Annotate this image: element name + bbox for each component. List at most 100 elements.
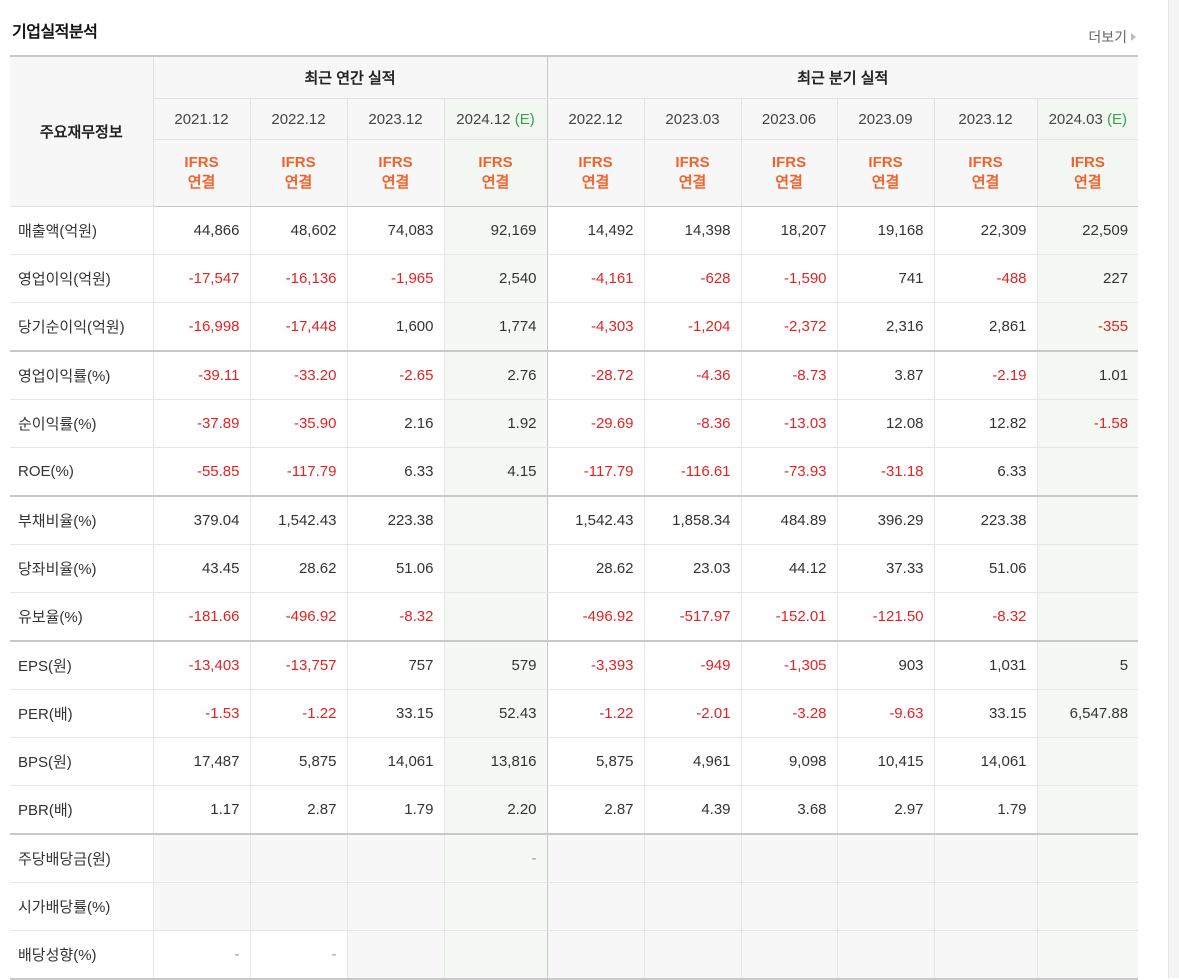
value-cell <box>1036 496 1139 545</box>
value-cell: -152.01 <box>740 592 838 642</box>
ifrs-label: IFRS <box>378 154 413 171</box>
period-label: 2023.12 <box>368 110 423 128</box>
value-cell: 4.15 <box>443 447 548 497</box>
value-cell: -17,547 <box>152 254 250 303</box>
table-row: PER(배) -1.53 -1.22 33.15 52.43 -1.22 -2.01 -3.2… <box>10 689 1139 738</box>
value-cell: 48,602 <box>249 206 347 255</box>
value-cell: 6.33 <box>933 447 1038 497</box>
table-row: 시가배당률(%) <box>10 882 1139 931</box>
value-cell: 1,542.43 <box>546 496 645 545</box>
value-cell: 223.38 <box>933 496 1038 545</box>
scrollbar-track[interactable] <box>1168 0 1179 978</box>
table-row: 당기순이익(억원) -16,998 -17,448 1,600 1,774 -4,303-… <box>10 302 1139 352</box>
value-cell: - <box>249 930 347 979</box>
value-cell: -3.28 <box>740 689 838 738</box>
value-cell: 44.12 <box>740 544 838 593</box>
ifrs-label: IFRS <box>868 154 903 171</box>
ifrs-label: IFRS <box>184 154 219 171</box>
value-cell: -37.89 <box>152 399 250 448</box>
value-cell: -488 <box>933 254 1038 303</box>
value-cell: 18,207 <box>740 206 838 255</box>
value-cell: -29.69 <box>546 399 645 448</box>
more-link[interactable]: 더보기 <box>1088 27 1136 47</box>
table-row: 영업이익(억원) -17,547 -16,136 -1,965 2,540 -4,161-… <box>10 254 1139 303</box>
value-cell: 2.97 <box>836 785 935 835</box>
table-row: BPS(원) 17,487 5,875 14,061 13,816 5,875 4,961 9… <box>10 737 1139 786</box>
period-label: 2023.03 <box>665 110 720 128</box>
value-cell <box>443 496 548 545</box>
value-cell: 10,415 <box>836 737 935 786</box>
value-cell: -8.32 <box>933 592 1038 642</box>
period-label: 2021.12 <box>174 110 229 128</box>
value-cell: 6,547.88 <box>1036 689 1139 738</box>
consolidated-label: 연결 <box>775 174 803 191</box>
value-cell: -117.79 <box>249 447 347 497</box>
value-cell: -1,305 <box>740 641 838 690</box>
period-header: 2023.03 <box>643 98 742 140</box>
table-row: 배당성향(%) - - <box>10 930 1139 979</box>
financial-analysis-panel: 기업실적분석 더보기 주요재무정보 최근 연간 실적 최근 분기 실적 2021… <box>10 0 1139 980</box>
value-cell <box>1036 834 1139 883</box>
row-label: 영업이익(억원) <box>10 254 153 303</box>
row-label: EPS(원) <box>10 641 153 690</box>
consolidated-label: 연결 <box>284 174 313 191</box>
value-cell: -13,757 <box>249 641 347 690</box>
value-cell <box>1036 544 1139 593</box>
value-cell: -1.22 <box>249 689 347 738</box>
value-cell: 1,774 <box>443 302 548 352</box>
consolidated-label: 연결 <box>678 174 707 191</box>
consolidated-label: 연결 <box>1073 174 1102 191</box>
value-cell: -181.66 <box>152 592 250 642</box>
value-cell: 44,866 <box>152 206 250 255</box>
value-cell: 12.08 <box>836 399 935 448</box>
table-row: 주당배당금(원) - <box>10 834 1139 883</box>
ifrs-header: IFRS 연결 <box>443 139 548 207</box>
table-row: ROE(%) -55.85 -117.79 6.33 4.15 -117.79 -116.6… <box>10 447 1139 497</box>
ifrs-label: IFRS <box>578 154 613 171</box>
value-cell: -2.65 <box>346 351 444 400</box>
value-cell: 1,858.34 <box>643 496 742 545</box>
row-label: 유보율(%) <box>10 592 153 642</box>
value-cell: 1.17 <box>152 785 250 835</box>
value-cell: -1.58 <box>1036 399 1139 448</box>
table-row: 부채비율(%) 379.04 1,542.43 223.38 1,542.43 1,858… <box>10 496 1139 545</box>
value-cell: -31.18 <box>836 447 935 497</box>
value-cell: -9.63 <box>836 689 935 738</box>
value-cell: 51.06 <box>346 544 444 593</box>
column-header-label: 주요재무정보 <box>10 56 153 207</box>
value-cell: -1.22 <box>546 689 645 738</box>
ifrs-header: IFRS 연결 <box>152 139 250 207</box>
value-cell: -628 <box>643 254 742 303</box>
value-cell <box>1036 737 1139 786</box>
row-label: 당좌비율(%) <box>10 544 153 593</box>
value-cell: 33.15 <box>933 689 1038 738</box>
value-cell <box>933 930 1038 979</box>
row-label: 시가배당률(%) <box>10 882 153 931</box>
value-cell: -8.32 <box>346 592 444 642</box>
value-cell <box>643 834 742 883</box>
financial-table: 주요재무정보 최근 연간 실적 최근 분기 실적 2021.12 2022.12 2… <box>10 55 1139 980</box>
consolidated-label: 연결 <box>971 174 1000 191</box>
value-cell: -17,448 <box>249 302 347 352</box>
period-header: 2023.09 <box>836 98 935 140</box>
value-cell <box>152 834 250 883</box>
period-header: 2023.12 <box>346 98 444 140</box>
value-cell: 14,492 <box>546 206 645 255</box>
value-cell: 1.01 <box>1036 351 1139 400</box>
value-cell <box>836 834 935 883</box>
value-cell: -3,393 <box>546 641 645 690</box>
value-cell: 2,861 <box>933 302 1038 352</box>
ifrs-header: IFRS 연결 <box>740 139 838 207</box>
value-cell: 14,061 <box>933 737 1038 786</box>
value-cell <box>1036 447 1139 497</box>
consolidated-label: 연결 <box>871 174 900 191</box>
value-cell: 227 <box>1036 254 1139 303</box>
value-cell: 12.82 <box>933 399 1038 448</box>
value-cell: -117.79 <box>546 447 645 497</box>
value-cell: 28.62 <box>546 544 645 593</box>
period-header: 2022.12 <box>546 98 645 140</box>
value-cell: 2.76 <box>443 351 548 400</box>
annual-group-header: 최근 연간 실적 <box>152 56 548 99</box>
ifrs-label: IFRS <box>1070 154 1105 171</box>
value-cell: 3.68 <box>740 785 838 835</box>
